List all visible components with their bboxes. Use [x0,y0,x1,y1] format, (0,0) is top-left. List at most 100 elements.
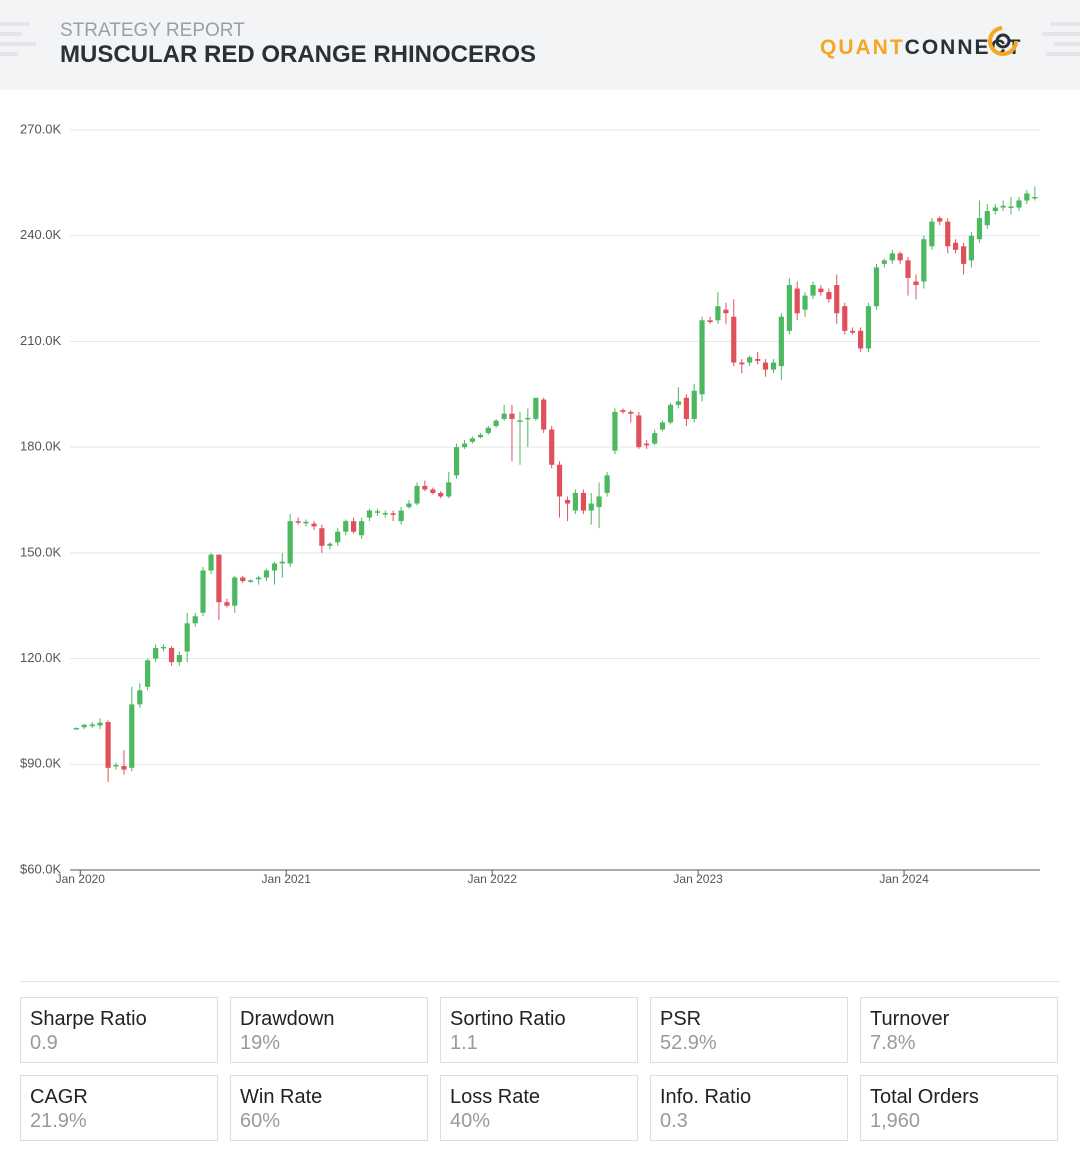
candle-body [501,413,507,419]
candle-body [485,427,491,434]
candle-body [469,438,476,442]
candle-body [683,397,689,419]
candle-body [145,660,151,687]
candle-body [747,357,753,363]
stat-card: Total Orders 1,960 [860,1075,1058,1141]
candle-body [1032,196,1038,199]
candle-body [422,485,428,490]
candle-body [176,655,182,663]
candle-body [461,443,468,448]
candle-body [976,218,983,240]
y-tick-label: $60.0K [20,861,62,876]
stat-value: 0.3 [660,1110,688,1132]
candle-body [952,242,959,250]
candle-body [406,503,412,508]
candle-body [240,577,246,582]
candle-body [263,570,270,578]
candle-body [652,433,658,444]
stat-value: 19% [240,1032,281,1054]
y-tick-label: 210.0K [20,333,62,348]
candle-body [438,492,444,497]
candle-body [271,563,278,571]
candle-body [826,292,832,300]
candle-body [525,417,531,420]
stat-card: CAGR 21.9% [20,1075,218,1141]
candle-body [889,253,895,261]
stat-value: 7.8% [870,1032,916,1054]
candle-body [580,492,587,511]
candle-body [160,646,167,649]
candle-body [1008,206,1014,208]
stat-value: 21.9% [30,1110,87,1132]
candle-body [335,531,341,543]
stat-card: Turnover 7.8% [860,997,1058,1063]
stat-label: Info. Ratio [660,1086,752,1108]
candle-body [493,420,499,426]
candle-body [723,309,729,314]
candle-body [121,766,127,770]
candle-body [913,281,919,286]
candle-body [731,316,737,363]
candle-body [556,464,563,497]
y-tick-label: 270.0K [20,121,62,136]
decoration [0,22,36,56]
candle-body [794,288,800,314]
candle-body [960,246,967,264]
candle-body [810,285,816,296]
candle-body [596,496,602,508]
candle-body [224,602,230,606]
candle-body [477,434,484,438]
candle-body [295,521,301,523]
candle-body [509,413,515,419]
candle-body [715,306,721,321]
candle-body [216,554,222,603]
stat-value: 0.9 [30,1032,58,1054]
stat-label: Sharpe Ratio [30,1008,147,1030]
candle-body [1024,193,1030,201]
candle-body [390,513,396,515]
candle-body [620,410,626,412]
stat-value: 52.9% [660,1032,717,1054]
candle-body [256,577,262,580]
y-tick-label: 120.0K [20,650,62,665]
candle-body [945,221,951,247]
decoration [1042,22,1080,56]
candle-body [707,320,713,323]
candle-body [755,359,761,361]
candle-body [398,510,404,522]
candle-body [905,260,911,278]
stat-card: Sortino Ratio 1.1 [440,997,638,1063]
x-tick-label: Jan 2020 [56,872,106,886]
candle-body [929,221,935,247]
logo-part: QUANT [820,36,905,59]
candle-body [675,401,681,405]
stat-value: 60% [240,1110,281,1132]
stat-label: Drawdown [240,1008,335,1030]
candle-body [541,399,547,430]
candle-body [636,415,642,448]
candle-body [628,411,634,414]
candle-body [849,330,856,333]
x-tick-label: Jan 2024 [879,872,929,886]
candle-body [968,235,975,261]
candle-body [81,724,87,728]
candle-body [414,485,420,504]
candle-body [699,320,705,395]
y-tick-label: $90.0K [20,756,62,771]
candle-body [739,362,745,365]
candle-body [865,306,872,349]
candle-body [137,690,143,705]
stat-card: Drawdown 19% [230,997,428,1063]
candle-body [588,503,594,511]
candle-body [533,397,539,419]
candle-body [350,521,357,532]
stat-label: PSR [660,1008,702,1030]
candle-body [1000,205,1006,208]
candle-body [897,253,903,261]
stat-value: 1.1 [450,1032,478,1054]
report-label: STRATEGY REPORT [60,20,245,41]
stat-card: Loss Rate 40% [440,1075,638,1141]
candle-body [770,362,777,370]
candle-body [818,288,824,293]
